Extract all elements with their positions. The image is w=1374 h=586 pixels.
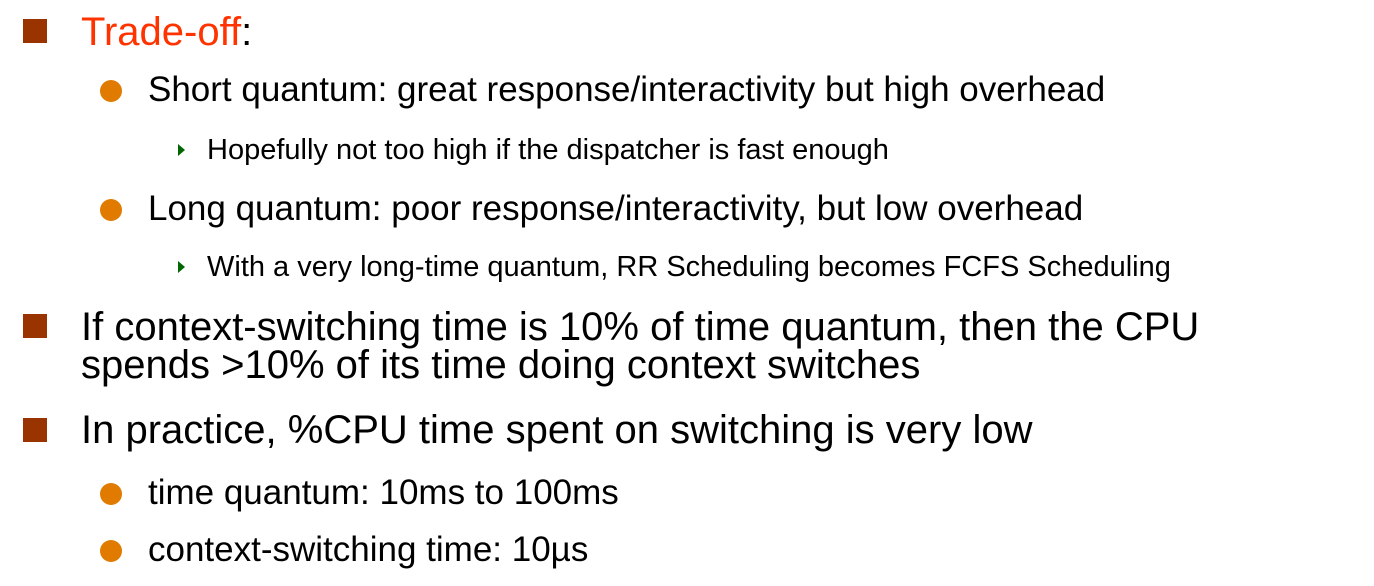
- triangle-bullet-icon: [178, 261, 185, 273]
- bullet-dispatcher-note: Hopefully not too high if the dispatcher…: [207, 134, 889, 166]
- square-bullet-icon: [23, 418, 47, 442]
- bullet-context-switch-line2: spends >10% of its time doing context sw…: [81, 343, 921, 387]
- square-bullet-icon: [23, 314, 47, 338]
- trade-off-label: Trade-off: [81, 10, 242, 54]
- bullet-in-practice: In practice, %CPU time spent on switchin…: [81, 408, 1033, 452]
- circle-bullet-icon: [100, 199, 122, 221]
- bullet-fcfs-note: With a very long-time quantum, RR Schedu…: [207, 251, 1171, 283]
- circle-bullet-icon: [100, 483, 122, 505]
- bullet-long-quantum: Long quantum: poor response/interactivit…: [148, 189, 1084, 228]
- bullet-context-switch-time: context-switching time: 10µs: [148, 530, 589, 569]
- bullet-short-quantum: Short quantum: great response/interactiv…: [148, 70, 1106, 109]
- bullet-time-quantum: time quantum: 10ms to 100ms: [148, 473, 619, 512]
- bullet-context-switch-line1: If context-switching time is 10% of time…: [81, 305, 1200, 349]
- square-bullet-icon: [23, 19, 47, 43]
- trade-off-colon: :: [241, 10, 253, 54]
- circle-bullet-icon: [100, 540, 122, 562]
- circle-bullet-icon: [100, 80, 122, 102]
- triangle-bullet-icon: [178, 144, 185, 156]
- bullet-trade-off: Trade-off:: [81, 12, 252, 52]
